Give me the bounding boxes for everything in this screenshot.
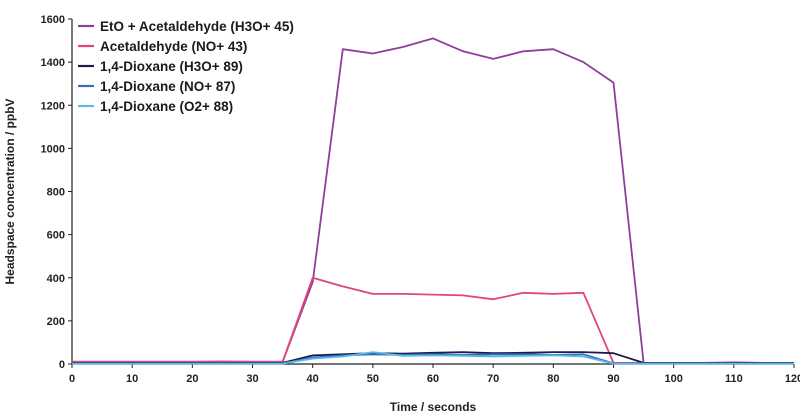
y-tick-label: 0 [59,359,65,371]
legend-label: Acetaldehyde (NO+ 43) [100,39,247,54]
legend-label: 1,4-Dioxane (H3O+ 89) [100,59,243,74]
x-tick-label: 60 [427,373,439,385]
y-tick-label: 200 [47,316,65,328]
y-tick-label: 400 [47,273,65,285]
x-axis-ticks: 0 10 20 30 40 50 60 70 80 90 100 110 120 [69,364,800,385]
legend-label: EtO + Acetaldehyde (H3O+ 45) [100,19,294,34]
x-tick-label: 0 [69,373,75,385]
x-tick-label: 80 [547,373,559,385]
x-tick-label: 20 [186,373,198,385]
legend-label: 1,4-Dioxane (O2+ 88) [100,99,233,114]
x-axis-title: Time / seconds [390,400,477,414]
x-tick-label: 40 [307,373,319,385]
x-tick-label: 70 [487,373,499,385]
x-tick-label: 120 [785,373,800,385]
series-lines [72,37,794,365]
x-tick-label: 10 [126,373,138,385]
x-tick-label: 30 [246,373,258,385]
y-tick-label: 1000 [41,143,65,155]
y-tick-label: 800 [47,187,65,199]
series-line-5 [72,351,794,365]
legend: EtO + Acetaldehyde (H3O+ 45) Acetaldehyde… [78,19,294,114]
legend-label: 1,4-Dioxane (NO+ 87) [100,79,235,94]
y-axis-title: Headspace concentration / ppbV [3,98,17,284]
x-tick-label: 110 [725,373,743,385]
y-axis-ticks: 0 200 400 600 800 1000 1200 1400 1600 [41,14,72,371]
x-tick-label: 50 [367,373,379,385]
series-line-2 [72,276,794,364]
y-tick-label: 600 [47,230,65,242]
y-tick-label: 1200 [41,100,65,112]
y-tick-label: 1400 [41,57,65,69]
x-tick-label: 90 [607,373,619,385]
y-tick-label: 1600 [41,14,65,26]
x-tick-label: 100 [664,373,682,385]
